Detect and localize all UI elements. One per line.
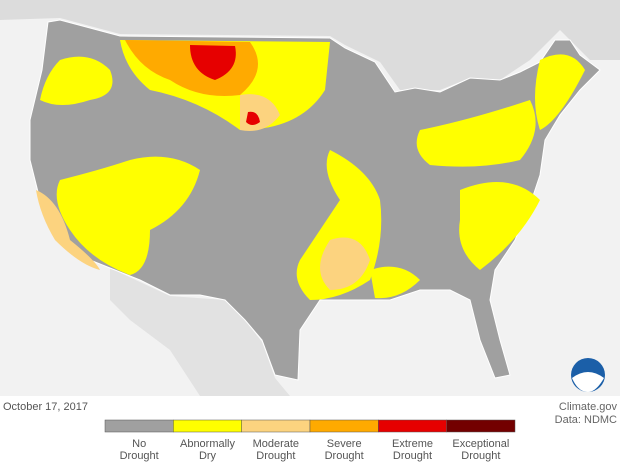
legend-swatch	[446, 419, 516, 433]
abnormally-dry-area	[459, 182, 540, 270]
us-map	[29, 19, 601, 381]
moderate-drought-area	[320, 237, 370, 290]
extreme-drought-area	[246, 111, 260, 125]
legend-label: Drought	[393, 450, 432, 462]
canada	[0, 0, 620, 90]
legend-label: Dry	[199, 450, 217, 462]
logo-wave	[572, 372, 604, 392]
legend-label: Drought	[120, 450, 159, 462]
noaa-logo	[571, 358, 605, 392]
legend-label: Extreme	[392, 438, 433, 450]
abnormally-dry-area	[370, 266, 420, 299]
drought-areas	[36, 40, 585, 300]
abnormally-dry-area	[40, 56, 113, 105]
legend-label: Exceptional	[452, 438, 509, 450]
abnormally-dry-area	[416, 100, 536, 167]
abnormally-dry-area	[535, 54, 585, 130]
legend-swatch	[241, 419, 311, 433]
legend-label: Drought	[325, 450, 364, 462]
legend-swatch	[309, 419, 379, 433]
legend-label: Abnormally	[180, 438, 236, 450]
moderate-drought-area	[36, 190, 100, 270]
abnormally-dry-area	[56, 156, 201, 275]
legend: NoDroughtAbnormallyDryModerateDroughtSev…	[104, 419, 516, 462]
legend-swatch	[378, 419, 447, 433]
legend-swatch	[104, 419, 174, 433]
legend-label: Moderate	[253, 438, 299, 450]
legend-label: Drought	[256, 450, 295, 462]
source: Data: NDMC	[555, 414, 617, 426]
legend-label: Severe	[327, 438, 362, 450]
extreme-drought-area	[190, 45, 236, 80]
legend-label: No	[132, 438, 146, 450]
credit: Climate.gov	[559, 401, 618, 413]
legend-label: Drought	[461, 450, 500, 462]
date: October 17, 2017	[3, 401, 88, 413]
mexico	[110, 268, 290, 396]
legend-swatch	[173, 419, 242, 433]
